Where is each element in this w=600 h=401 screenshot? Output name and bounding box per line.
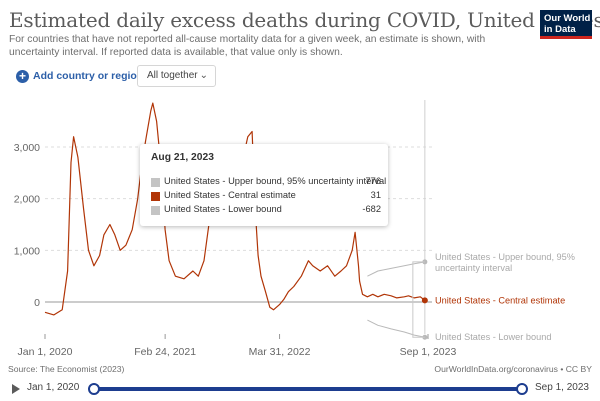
tooltip-value-upper: 776 <box>365 176 381 186</box>
y-tick-label: 0 <box>34 297 40 309</box>
upper-bound-label: United States - Upper bound, 95% <box>435 252 575 262</box>
tooltip-value-central: 31 <box>370 190 381 200</box>
tooltip-swatch-upper <box>151 178 160 187</box>
facet-dropdown[interactable]: All together ⌄ <box>137 65 216 87</box>
tooltip: Aug 21, 2023 United States - Upper bound… <box>140 144 388 226</box>
plus-circle-icon: + <box>16 69 29 83</box>
timeline-end-handle[interactable] <box>516 383 528 395</box>
tooltip-label-lower: United States - Lower bound <box>164 204 282 214</box>
dropdown-value: All together <box>147 70 198 81</box>
tooltip-label-upper: United States - Upper bound, 95% uncerta… <box>164 176 387 186</box>
timeline-start-label: Jan 1, 2020 <box>27 382 80 393</box>
add-country-button[interactable]: + Add country or region <box>16 67 143 85</box>
lower-bound-line <box>367 319 425 338</box>
x-tick-label: Feb 24, 2021 <box>134 346 196 358</box>
central-estimate-point <box>421 297 428 304</box>
timeline-start-handle[interactable] <box>88 383 100 395</box>
tooltip-swatch-lower <box>151 206 160 215</box>
logo-line1: Our World <box>544 13 591 24</box>
source-note: Source: The Economist (2023) <box>8 364 125 374</box>
y-tick-label: 1,000 <box>14 245 40 257</box>
tooltip-row-central: United States - Central estimate 31 <box>151 190 381 202</box>
tooltip-swatch-central <box>151 192 160 201</box>
logo-line2: in Data <box>544 24 576 35</box>
central-estimate-label: United States - Central estimate <box>435 295 565 305</box>
timeline-track[interactable] <box>94 387 522 391</box>
upper-bound-line <box>367 261 425 277</box>
label-layer: United States - Upper bound, 95%uncertai… <box>435 252 575 342</box>
timeline-end-label: Sep 1, 2023 <box>535 382 589 393</box>
x-tick-label: Sep 1, 2023 <box>400 346 457 358</box>
chevron-down-icon: ⌄ <box>199 70 208 81</box>
tooltip-date: Aug 21, 2023 <box>151 152 214 163</box>
x-tick-label: Mar 31, 2022 <box>249 346 311 358</box>
y-tick-label: 3,000 <box>14 142 40 154</box>
tooltip-value-lower: -682 <box>362 204 381 214</box>
x-tick-label: Jan 1, 2020 <box>18 346 73 358</box>
chart-subtitle: For countries that have not reported all… <box>9 34 486 58</box>
tooltip-row-upper: United States - Upper bound, 95% uncerta… <box>151 176 386 188</box>
source-link[interactable]: OurWorldInData.org/coronavirus • CC BY <box>434 364 592 374</box>
add-country-label: Add country or region <box>33 70 144 82</box>
y-tick-label: 2,000 <box>14 194 40 206</box>
logo-bar <box>540 36 592 39</box>
label-connector <box>412 261 425 338</box>
play-icon[interactable] <box>12 384 20 394</box>
upper-bound-label-line2: uncertainty interval <box>435 263 512 273</box>
line-chart[interactable]: 3,000 2,000 1,000 0 Jan 1, 2020 Feb 24, 2021 M… <box>0 0 600 360</box>
chart-title: Estimated daily excess deaths during COV… <box>9 8 600 32</box>
tooltip-row-lower: United States - Lower bound -682 <box>151 204 381 216</box>
tooltip-label-central: United States - Central estimate <box>164 190 296 200</box>
lower-bound-label: United States - Lower bound <box>435 332 551 342</box>
owid-logo[interactable]: Our World in Data <box>540 10 592 39</box>
grid-layer: 3,000 2,000 1,000 0 Jan 1, 2020 Feb 24, 2021 M… <box>14 100 457 358</box>
